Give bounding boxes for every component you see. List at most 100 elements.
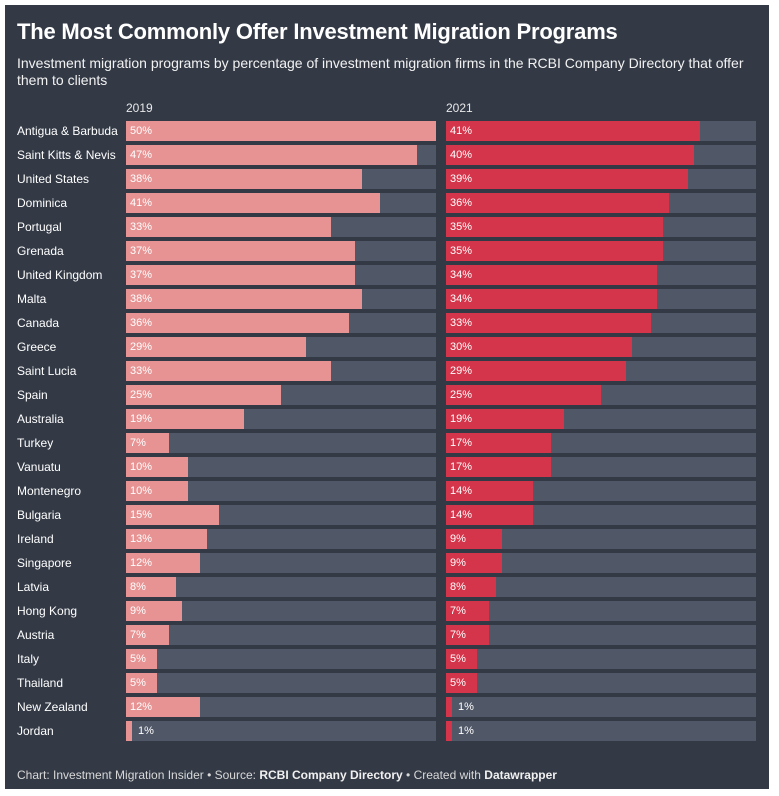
value-label: 33%	[130, 221, 153, 233]
bar-2019	[126, 505, 219, 525]
bar-2019	[126, 457, 188, 477]
panel-label-2021: 2021	[446, 101, 473, 115]
bar-2019	[126, 553, 200, 573]
bar-2019	[126, 577, 176, 597]
bar-track: 41%	[126, 193, 436, 213]
bar-track: 34%	[446, 289, 756, 309]
bar-2019	[126, 169, 362, 189]
bar-track: 36%	[126, 313, 436, 333]
source-name: RCBI Company Directory	[259, 768, 403, 782]
bar-2019	[126, 265, 355, 285]
panel-label-2019: 2019	[126, 101, 153, 115]
value-label: 12%	[130, 701, 153, 713]
bar-2021	[446, 217, 663, 237]
value-label: 37%	[130, 269, 153, 281]
bar-2021	[446, 697, 452, 717]
value-label: 35%	[450, 245, 473, 257]
bar-2019	[126, 241, 355, 261]
bar-track: 25%	[126, 385, 436, 405]
category-label: Montenegro	[17, 484, 82, 498]
bar-track: 35%	[446, 241, 756, 261]
bar-2021	[446, 625, 489, 645]
bar-2021	[446, 313, 651, 333]
bar-2019	[126, 385, 281, 405]
value-label: 40%	[450, 149, 473, 161]
category-label: Dominica	[17, 196, 68, 210]
created-with: Datawrapper	[484, 768, 557, 782]
value-label: 7%	[130, 437, 146, 449]
category-label: Italy	[17, 652, 40, 666]
bar-2021	[446, 145, 694, 165]
value-label: 10%	[130, 461, 153, 473]
bar-track: 7%	[446, 601, 756, 621]
value-label: 41%	[450, 125, 473, 137]
bar-track: 15%	[126, 505, 436, 525]
bar-track: 9%	[446, 553, 756, 573]
bar-2021	[446, 433, 551, 453]
bar-2021	[446, 577, 496, 597]
value-label: 36%	[130, 317, 153, 329]
bar-track: 14%	[446, 481, 756, 501]
bar-track: 8%	[446, 577, 756, 597]
value-label: 19%	[130, 413, 153, 425]
category-label: Antigua & Barbuda	[17, 124, 118, 138]
bar-2021	[446, 193, 669, 213]
value-label: 35%	[450, 221, 473, 233]
value-label: 34%	[450, 293, 473, 305]
bar-track: 5%	[126, 673, 436, 693]
category-label: Vanuatu	[17, 460, 61, 474]
bar-2019	[126, 361, 331, 381]
bar-2021	[446, 289, 657, 309]
bar-track: 9%	[446, 529, 756, 549]
bar-track: 25%	[446, 385, 756, 405]
value-label: 8%	[450, 581, 466, 593]
bar-track: 29%	[446, 361, 756, 381]
value-label: 25%	[450, 389, 473, 401]
value-label: 19%	[450, 413, 473, 425]
value-label: 41%	[130, 197, 153, 209]
value-label: 5%	[450, 653, 466, 665]
value-label: 15%	[130, 509, 153, 521]
category-label: New Zealand	[17, 700, 88, 714]
value-label: 1%	[138, 725, 154, 737]
category-label: Turkey	[17, 436, 54, 450]
value-label: 14%	[450, 509, 473, 521]
category-label: United States	[17, 172, 90, 186]
category-label: Malta	[17, 292, 47, 306]
bar-2019	[126, 625, 169, 645]
chart-credit: Chart: Investment Migration Insider	[17, 768, 204, 782]
bar-track: 36%	[446, 193, 756, 213]
value-label: 47%	[130, 149, 153, 161]
category-label: Portugal	[17, 220, 62, 234]
source-prefix: Source:	[214, 768, 260, 782]
value-label: 1%	[458, 701, 474, 713]
chart-frame: The Most Commonly Offer Investment Migra…	[5, 5, 769, 789]
value-label: 7%	[450, 629, 466, 641]
bar-track: 50%	[126, 121, 436, 141]
bar-track: 47%	[126, 145, 436, 165]
bar-track: 1%	[446, 697, 756, 717]
bar-2021	[446, 337, 632, 357]
value-label: 9%	[450, 557, 466, 569]
bar-2021	[446, 505, 533, 525]
created-prefix: Created with	[413, 768, 485, 782]
value-label: 5%	[130, 653, 146, 665]
bar-track: 40%	[446, 145, 756, 165]
value-label: 17%	[450, 461, 473, 473]
bar-2019	[126, 289, 362, 309]
bar-2021	[446, 409, 564, 429]
bar-track: 7%	[126, 625, 436, 645]
bar-2021	[446, 481, 533, 501]
bar-track: 39%	[446, 169, 756, 189]
bar-track: 5%	[126, 649, 436, 669]
value-label: 38%	[130, 173, 153, 185]
bar-track: 35%	[446, 217, 756, 237]
category-label: Grenada	[17, 244, 64, 258]
category-label: Singapore	[17, 556, 72, 570]
bar-2019	[126, 481, 188, 501]
category-label: Ireland	[17, 532, 54, 546]
bar-2019	[126, 529, 207, 549]
bar-track: 19%	[446, 409, 756, 429]
bar-track: 8%	[126, 577, 436, 597]
value-label: 5%	[130, 677, 146, 689]
